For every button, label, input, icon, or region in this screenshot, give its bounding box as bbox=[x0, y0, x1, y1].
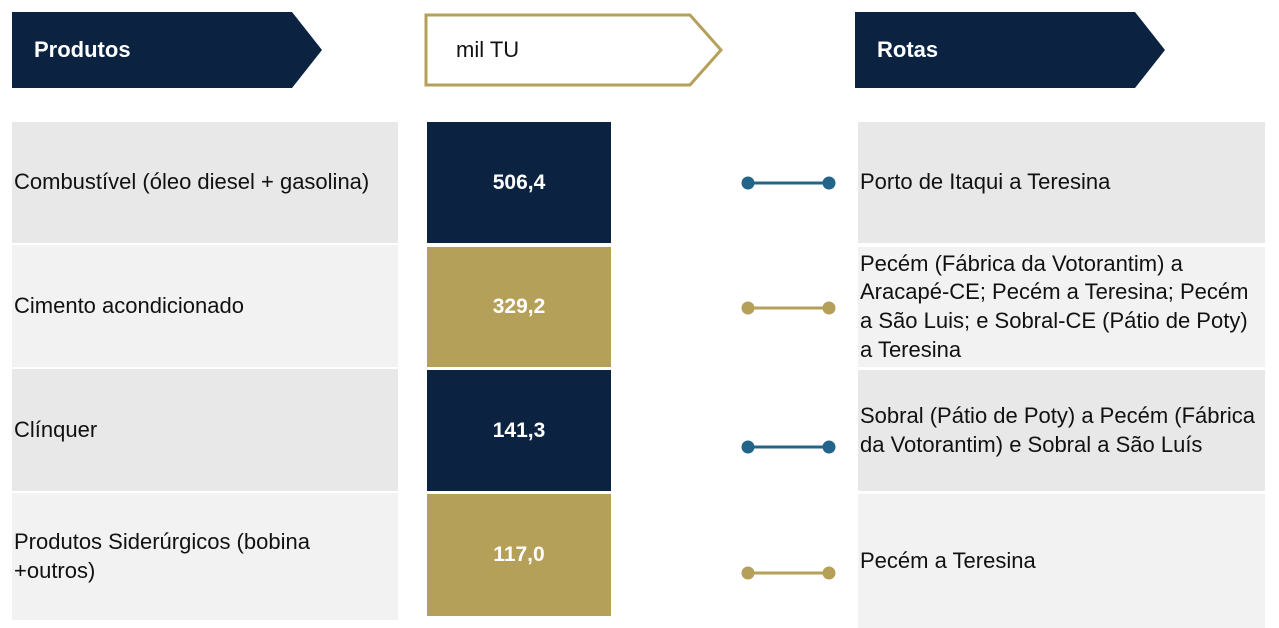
header-arrow bbox=[855, 12, 1165, 88]
route: Sobral (Pátio de Poty) a Pecém (Fábrica … bbox=[858, 370, 1265, 491]
connector bbox=[741, 301, 836, 315]
value: 506,4 bbox=[427, 122, 611, 243]
header-unit: mil TU bbox=[456, 37, 520, 62]
connector bbox=[741, 440, 836, 454]
value: 117,0 bbox=[427, 494, 611, 616]
connector bbox=[741, 566, 836, 580]
header-products: Produtos bbox=[34, 37, 131, 62]
product: Cimento acondicionado bbox=[12, 245, 398, 367]
header-routes: Rotas bbox=[877, 37, 939, 62]
value: 329,2 bbox=[427, 247, 611, 367]
product: Clínquer bbox=[12, 369, 398, 491]
route: Pecém (Fábrica da Votorantim) a Aracapé-… bbox=[858, 247, 1265, 367]
value: 141,3 bbox=[427, 370, 611, 491]
product: Combustível (óleo diesel + gasolina) bbox=[12, 122, 398, 243]
product: Produtos Siderúrgicos (bobina +outros) bbox=[12, 493, 398, 620]
route: Porto de Itaqui a Teresina bbox=[858, 122, 1265, 243]
connector bbox=[741, 176, 836, 190]
route: Pecém a Teresina bbox=[858, 494, 1265, 628]
header-arrow bbox=[12, 12, 322, 88]
header-arrow bbox=[424, 13, 724, 87]
